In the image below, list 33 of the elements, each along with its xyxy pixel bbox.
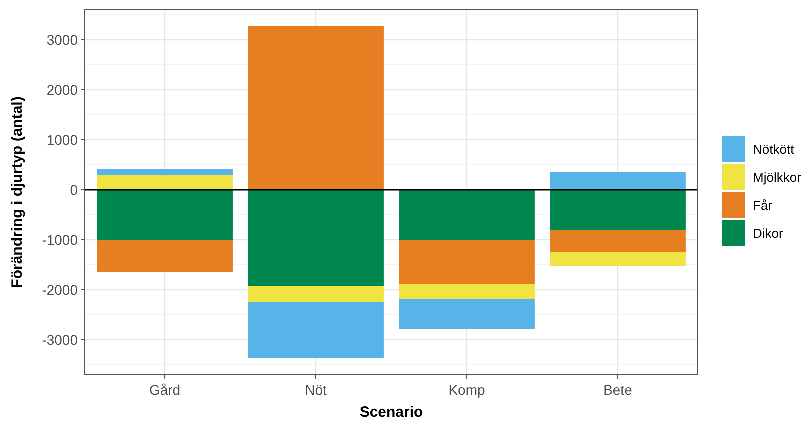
legend-label: Dikor [753, 226, 784, 242]
y-tick-label: 3000 [46, 32, 78, 48]
y-tick-label: -3000 [42, 332, 78, 348]
y-tick-label: 0 [70, 182, 78, 198]
y-tick-label: -2000 [42, 282, 78, 298]
x-tick-label: Gård [149, 382, 181, 398]
x-tick-label: Komp [448, 382, 486, 398]
bar [97, 170, 233, 175]
y-tick-label: 2000 [46, 82, 78, 98]
bar [248, 26, 384, 190]
bar [248, 190, 384, 286]
x-tick-label: Bete [604, 382, 633, 398]
bar [550, 190, 686, 230]
y-tick-label: 1000 [46, 132, 78, 148]
bar [550, 230, 686, 252]
legend-label: Nötkött [753, 142, 795, 158]
bar [399, 284, 535, 299]
legend-label: Mjölkkor [753, 170, 802, 186]
bar [399, 299, 535, 330]
bar [550, 172, 686, 190]
bar [550, 252, 686, 266]
y-axis-title: Förändring i djurtyp (antal) [9, 96, 26, 288]
x-tick-label: Nöt [305, 382, 328, 398]
bar [248, 286, 384, 302]
legend-label: Får [753, 198, 774, 214]
bar [97, 240, 233, 272]
bar [97, 190, 233, 240]
bar [97, 175, 233, 190]
bar [399, 240, 535, 284]
x-axis-title: Scenario [360, 404, 424, 421]
y-tick-label: -1000 [42, 232, 78, 248]
bar [399, 190, 535, 240]
bar [248, 302, 384, 358]
